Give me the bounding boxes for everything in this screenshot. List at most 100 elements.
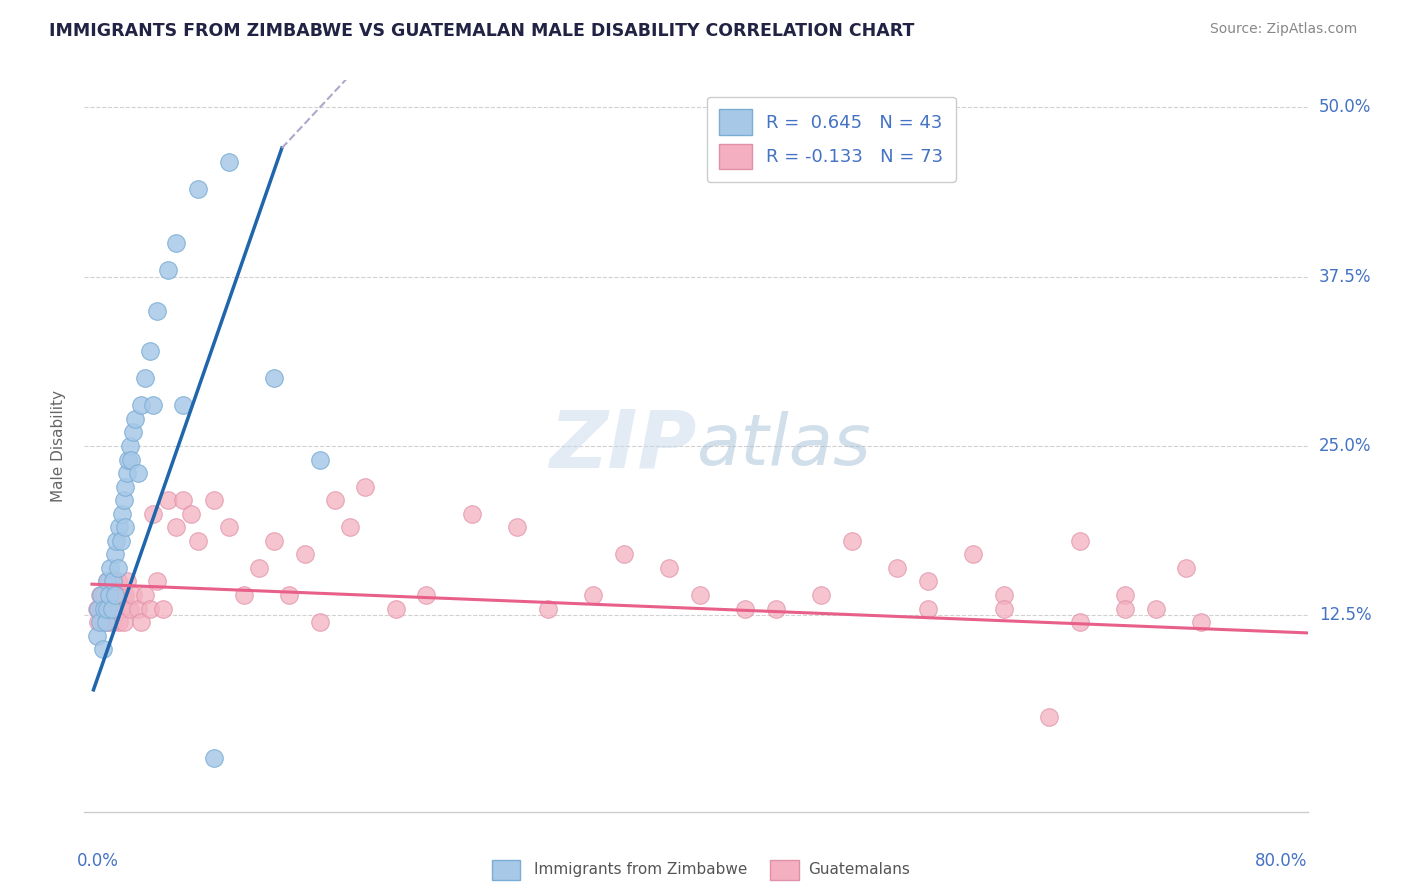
Point (124, 412, 146, 426)
Text: IMMIGRANTS FROM ZIMBABWE VS GUATEMALAN MALE DISABILITY CORRELATION CHART: IMMIGRANTS FROM ZIMBABWE VS GUATEMALAN M… (49, 22, 914, 40)
Point (104, 547, 127, 561)
Point (129, 398, 152, 412)
Point (689, 588, 711, 602)
Point (354, 480, 377, 494)
Text: 80.0%: 80.0% (1256, 852, 1308, 870)
Point (112, 493, 135, 508)
Point (118, 601, 141, 615)
Point (87, 601, 110, 615)
Point (87, 615, 110, 629)
Point (309, 452, 332, 467)
Point (886, 561, 908, 575)
Text: 50.0%: 50.0% (1319, 98, 1371, 116)
Text: Guatemalans: Guatemalans (808, 863, 910, 877)
Point (461, 507, 484, 521)
Point (810, 588, 832, 602)
Point (86, 629, 108, 643)
Point (98, 561, 121, 575)
Point (122, 588, 145, 602)
Point (138, 344, 160, 359)
Point (993, 588, 1015, 602)
Point (1069, 533, 1091, 548)
Point (613, 547, 636, 561)
Point (146, 574, 169, 589)
Point (582, 588, 605, 602)
Point (537, 601, 560, 615)
Point (110, 533, 132, 548)
Point (1144, 601, 1167, 615)
Point (103, 615, 125, 629)
Text: 0.0%: 0.0% (77, 852, 118, 870)
Point (152, 601, 174, 615)
Point (202, 750, 225, 764)
Point (94, 615, 117, 629)
Point (263, 371, 285, 385)
Point (658, 561, 681, 575)
Point (90, 601, 112, 615)
Point (98, 588, 121, 602)
Point (110, 601, 132, 615)
Point (1069, 615, 1091, 629)
Point (263, 533, 285, 548)
Point (339, 520, 361, 534)
Point (103, 574, 125, 589)
Point (156, 263, 179, 277)
Point (309, 615, 332, 629)
Point (142, 507, 165, 521)
Point (90, 588, 112, 602)
Point (765, 601, 787, 615)
Point (97, 588, 120, 602)
Point (1114, 601, 1136, 615)
Point (129, 615, 152, 629)
Point (232, 588, 254, 602)
Point (165, 520, 187, 534)
Y-axis label: Male Disability: Male Disability (51, 390, 66, 502)
Point (111, 588, 134, 602)
Text: atlas: atlas (696, 411, 870, 481)
Point (278, 588, 301, 602)
Point (94, 601, 117, 615)
Point (156, 493, 179, 508)
Point (89, 588, 111, 602)
Point (114, 480, 136, 494)
Point (415, 588, 437, 602)
Point (127, 601, 149, 615)
Point (111, 507, 134, 521)
Point (112, 615, 135, 629)
Point (1038, 710, 1060, 724)
Text: 12.5%: 12.5% (1319, 607, 1371, 624)
Point (96, 574, 118, 589)
Point (115, 574, 138, 589)
Point (180, 507, 202, 521)
Point (841, 533, 863, 548)
Point (118, 439, 141, 453)
Point (96, 574, 118, 589)
Point (385, 601, 408, 615)
Text: Source: ZipAtlas.com: Source: ZipAtlas.com (1209, 22, 1357, 37)
Point (114, 520, 136, 534)
Text: ZIP: ZIP (548, 407, 696, 485)
Point (97, 615, 120, 629)
Point (962, 547, 984, 561)
Point (202, 493, 225, 508)
Point (134, 371, 156, 385)
Point (121, 452, 143, 467)
Point (323, 493, 346, 508)
Point (506, 520, 529, 534)
Point (86, 601, 108, 615)
Point (117, 452, 139, 467)
Point (114, 588, 136, 602)
Point (105, 533, 128, 548)
Point (1114, 588, 1136, 602)
Point (165, 235, 187, 250)
Point (172, 493, 194, 508)
Point (107, 574, 129, 589)
Point (993, 601, 1015, 615)
Point (104, 588, 127, 602)
Point (917, 574, 939, 589)
Legend: R =  0.645   N = 43, R = -0.133   N = 73: R = 0.645 N = 43, R = -0.133 N = 73 (707, 96, 956, 182)
Point (1189, 615, 1212, 629)
Point (187, 533, 209, 548)
Point (93, 588, 115, 602)
Point (104, 588, 127, 602)
